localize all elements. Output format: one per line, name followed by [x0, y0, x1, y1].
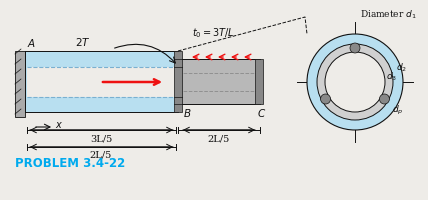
Text: $C$: $C$	[257, 106, 266, 118]
Bar	[15, 52, 25, 117]
Ellipse shape	[350, 44, 360, 54]
Ellipse shape	[325, 53, 385, 112]
Ellipse shape	[307, 35, 403, 130]
Text: $B$: $B$	[183, 106, 191, 118]
Ellipse shape	[380, 95, 389, 104]
Text: $2T$: $2T$	[75, 36, 91, 48]
Bar	[25, 52, 178, 112]
Text: $d_2$: $d_2$	[396, 62, 407, 74]
Ellipse shape	[321, 95, 330, 104]
Bar	[178, 60, 260, 104]
Text: 2L/5: 2L/5	[208, 133, 230, 142]
Bar	[27, 68, 178, 98]
Text: $t_0 = 3T/L$: $t_0 = 3T/L$	[192, 26, 235, 40]
Ellipse shape	[317, 45, 393, 120]
Bar	[255, 60, 263, 104]
Text: $d_3$: $d_3$	[386, 70, 397, 82]
Text: $d_p$: $d_p$	[392, 103, 404, 116]
Text: $x$: $x$	[55, 119, 63, 129]
Bar	[174, 52, 182, 112]
Text: PROBLEM 3.4-22: PROBLEM 3.4-22	[15, 156, 125, 169]
Text: $A$: $A$	[27, 37, 36, 49]
Text: 2L/5: 2L/5	[90, 150, 112, 159]
Text: 3L/5: 3L/5	[90, 133, 112, 142]
Text: Diameter $d_1$: Diameter $d_1$	[360, 8, 416, 21]
